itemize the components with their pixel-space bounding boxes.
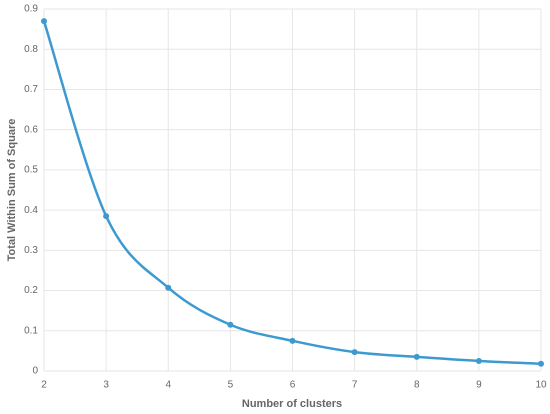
line <box>42 20 542 366</box>
y-tick-label: 0.2 <box>24 285 38 296</box>
point <box>351 349 358 356</box>
point <box>413 353 420 360</box>
x-tick-label: 7 <box>352 380 358 391</box>
x-tick-label: 3 <box>103 380 109 391</box>
y-axis-title: Total Within Sum of Square <box>6 119 18 262</box>
y-tick-label: 0.4 <box>24 205 38 216</box>
y-tick-label: 0.9 <box>24 4 38 15</box>
y-tick-label: 0.8 <box>24 44 38 55</box>
point <box>538 360 544 367</box>
y-tick-label: 0.6 <box>24 124 38 135</box>
x-tick-label: 2 <box>41 380 47 391</box>
y-tick-label: 0.5 <box>24 165 38 176</box>
x-tick-label: 4 <box>165 380 171 391</box>
point <box>289 337 296 344</box>
y-tick-label: 0.1 <box>24 325 38 336</box>
point <box>165 284 172 291</box>
point <box>475 357 482 364</box>
x-tick-label: 6 <box>290 380 296 391</box>
point <box>227 321 234 328</box>
x-tick-label: 10 <box>535 380 547 391</box>
point <box>41 18 47 25</box>
x-axis-title: Number of clusters <box>242 398 342 410</box>
x-tick-label: 8 <box>414 380 420 391</box>
y-tick-label: 0 <box>32 366 38 377</box>
x-tick-label: 9 <box>476 380 482 391</box>
point <box>103 213 110 220</box>
y-tick-label: 0.7 <box>24 84 38 95</box>
y-tick-label: 0.3 <box>24 245 38 256</box>
x-tick-label: 5 <box>228 380 234 391</box>
